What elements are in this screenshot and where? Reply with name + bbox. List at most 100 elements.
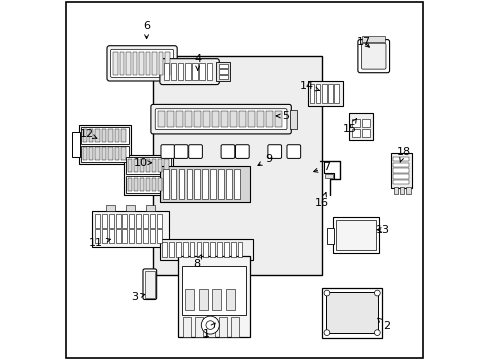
Bar bbox=[160, 166, 249, 202]
Bar bbox=[257, 111, 263, 127]
Bar bbox=[230, 111, 236, 127]
Bar bbox=[217, 242, 222, 257]
Bar bbox=[163, 63, 168, 80]
Bar bbox=[289, 110, 296, 129]
Bar bbox=[129, 229, 134, 243]
Text: 11: 11 bbox=[89, 238, 110, 248]
Bar bbox=[95, 129, 100, 142]
Bar bbox=[265, 111, 272, 127]
Text: 14: 14 bbox=[299, 81, 319, 91]
Bar bbox=[145, 178, 150, 191]
Bar bbox=[224, 242, 228, 257]
FancyBboxPatch shape bbox=[161, 145, 174, 158]
FancyBboxPatch shape bbox=[160, 59, 219, 85]
Bar bbox=[123, 155, 172, 195]
FancyBboxPatch shape bbox=[107, 46, 177, 81]
FancyBboxPatch shape bbox=[174, 145, 187, 158]
Bar bbox=[406, 187, 410, 194]
Bar bbox=[203, 111, 209, 127]
Bar bbox=[203, 242, 208, 257]
Bar bbox=[230, 317, 238, 337]
Bar bbox=[160, 239, 253, 260]
FancyBboxPatch shape bbox=[221, 145, 234, 158]
Text: 1: 1 bbox=[203, 323, 215, 339]
Bar bbox=[186, 169, 192, 199]
FancyBboxPatch shape bbox=[110, 49, 173, 77]
Bar bbox=[95, 214, 100, 228]
Bar bbox=[178, 169, 184, 199]
Text: 5: 5 bbox=[276, 111, 289, 121]
FancyBboxPatch shape bbox=[286, 145, 300, 158]
Bar bbox=[145, 159, 150, 172]
Bar bbox=[275, 111, 281, 127]
Text: 2: 2 bbox=[377, 318, 389, 331]
Bar bbox=[194, 169, 200, 199]
Bar bbox=[361, 129, 369, 137]
Bar bbox=[133, 52, 137, 75]
Bar bbox=[81, 146, 129, 162]
Bar bbox=[234, 169, 239, 199]
Bar bbox=[170, 63, 176, 80]
Bar bbox=[125, 205, 134, 211]
Bar bbox=[106, 205, 115, 211]
Text: 15: 15 bbox=[342, 119, 356, 134]
Bar bbox=[307, 81, 342, 106]
Bar bbox=[178, 63, 183, 80]
Bar bbox=[158, 178, 162, 191]
Bar bbox=[195, 317, 203, 337]
Bar bbox=[361, 119, 369, 127]
Circle shape bbox=[205, 321, 214, 329]
Circle shape bbox=[201, 316, 219, 334]
Bar bbox=[152, 56, 321, 275]
Bar bbox=[82, 129, 87, 142]
Bar bbox=[215, 62, 230, 81]
Circle shape bbox=[374, 330, 380, 336]
Bar bbox=[392, 174, 408, 179]
Bar bbox=[145, 52, 150, 75]
Bar bbox=[164, 178, 168, 191]
Text: 18: 18 bbox=[396, 147, 410, 162]
Bar bbox=[181, 266, 246, 315]
Bar bbox=[156, 229, 162, 243]
Bar bbox=[102, 229, 107, 243]
Bar bbox=[127, 159, 132, 172]
Bar bbox=[221, 111, 227, 127]
Bar bbox=[95, 147, 100, 160]
Bar bbox=[392, 163, 408, 167]
Bar bbox=[159, 52, 163, 75]
Bar bbox=[102, 214, 107, 228]
Text: 16: 16 bbox=[314, 193, 328, 208]
Text: 8: 8 bbox=[193, 255, 201, 269]
Bar bbox=[167, 111, 173, 127]
Bar bbox=[156, 214, 162, 228]
Bar bbox=[125, 176, 170, 193]
FancyBboxPatch shape bbox=[142, 269, 156, 300]
Text: 12: 12 bbox=[80, 129, 97, 139]
Bar bbox=[196, 242, 201, 257]
Bar bbox=[178, 256, 249, 337]
Bar bbox=[212, 289, 221, 310]
FancyBboxPatch shape bbox=[188, 145, 202, 158]
Bar bbox=[210, 242, 215, 257]
Bar bbox=[140, 159, 144, 172]
Bar bbox=[362, 36, 385, 42]
Circle shape bbox=[324, 330, 329, 336]
Bar bbox=[351, 129, 359, 137]
Bar bbox=[108, 129, 113, 142]
Bar bbox=[199, 63, 204, 80]
Bar bbox=[108, 147, 113, 160]
Text: 10: 10 bbox=[134, 158, 151, 168]
FancyBboxPatch shape bbox=[151, 104, 291, 134]
Bar bbox=[192, 63, 197, 80]
Bar bbox=[113, 52, 118, 75]
Bar bbox=[121, 129, 125, 142]
Bar bbox=[189, 242, 194, 257]
Bar bbox=[185, 111, 191, 127]
Bar bbox=[399, 187, 404, 194]
Bar bbox=[218, 169, 224, 199]
FancyBboxPatch shape bbox=[235, 145, 249, 158]
Bar bbox=[163, 169, 168, 199]
Bar bbox=[91, 211, 168, 247]
Bar bbox=[199, 289, 207, 310]
Bar bbox=[108, 229, 114, 243]
